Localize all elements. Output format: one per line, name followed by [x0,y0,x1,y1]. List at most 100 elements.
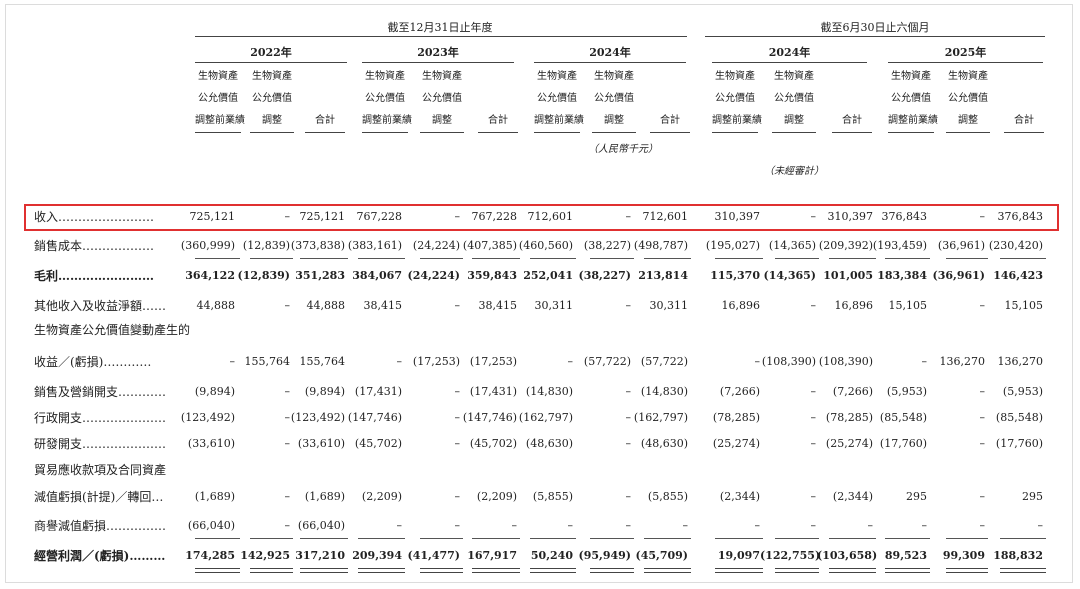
table-cell: – [454,385,461,398]
subtotal-rule [420,538,463,539]
table-cell: 89,523 [884,549,927,562]
table-cell: (460,560) [518,239,573,252]
table-cell: (66,040) [187,519,235,532]
table-cell: (5,855) [647,490,688,503]
year-2025-h1-rule [888,62,1043,63]
subtotal-rule [250,258,293,259]
table-cell: (17,760) [995,437,1043,450]
col-header-pre-adjustment: 生物資產 公允價值 調整前業績 [195,66,245,133]
table-cell: (209,392) [818,239,873,252]
table-cell: – [1037,519,1044,532]
table-cell: 15,105 [888,299,928,312]
row-label: 銷售及營銷開支………… [34,385,167,399]
table-cell: 38,415 [363,299,403,312]
col-header-total: 合計 [650,110,690,133]
table-cell: – [867,519,874,532]
subtotal-rule [775,538,819,539]
table-cell: – [625,490,632,503]
row-label: 經營利潤／(虧損)……… [34,549,166,563]
total-double-rule [829,568,876,573]
table-cell: – [979,437,986,450]
table-cell: (17,253) [412,355,460,368]
table-cell: (57,722) [583,355,631,368]
col-header-adjustment: 生物資產 公允價值 調整 [250,66,294,133]
table-cell: 142,925 [240,549,290,562]
year-2024: 2024年 [589,46,631,59]
year-2023-rule [362,62,514,63]
row-label: 其他收入及收益淨額…… [34,299,167,313]
subtotal-rule [829,538,876,539]
table-cell: (24,224) [412,239,460,252]
table-cell: (85,548) [995,411,1043,424]
row-label: 行政開支………………… [34,411,167,425]
table-cell: – [810,490,817,503]
table-cell: – [979,490,986,503]
subtotal-rule [250,538,293,539]
table-cell: (195,027) [705,239,760,252]
table-cell: 167,917 [467,549,517,562]
table-row: 收入…………………… 725,121–725,121 767,228–767,228… [0,207,1080,227]
table-cell: (41,477) [407,549,460,562]
row-label: 貿易應收款項及合同資產 [34,463,167,477]
table-row: 銷售成本……………… (360,999) (12,839) (373,838) (383… [0,236,1080,256]
table-cell: (45,702) [354,437,402,450]
total-double-rule [644,568,691,573]
period-fy-header: 截至12月31日止年度 [387,21,493,34]
subtotal-rule [590,538,634,539]
table-cell: – [625,210,632,223]
table-cell: (2,209) [361,490,402,503]
table-row: 收益／(虧損)………… –155,764 155,764– (17,253) (17,2… [0,352,1080,372]
period-fy-rule [195,36,687,37]
table-cell: (2,344) [719,490,760,503]
table-cell: (9,894) [304,385,345,398]
table-cell: (108,390) [761,355,816,368]
table-cell: 310,397 [714,210,761,223]
table-cell: (122,755) [760,549,821,562]
row-label: 生物資產公允價值變動產生的 [34,323,191,337]
table-cell: (24,224) [407,269,460,282]
table-cell: 44,888 [196,299,236,312]
table-cell: 101,005 [823,269,873,282]
table-cell: (45,702) [469,437,517,450]
year-2024-h1-rule [712,62,867,63]
table-cell: – [284,411,291,424]
table-cell: 38,415 [478,299,518,312]
table-cell: 310,397 [827,210,874,223]
table-cell: (33,610) [297,437,345,450]
table-cell: (123,492) [290,411,345,424]
row-label: 收益／(虧損)………… [34,355,152,369]
table-cell: (123,492) [180,411,235,424]
table-row: 銷售及營銷開支………… (9,894) – (9,894) (17,431) – (17,4… [0,382,1080,402]
table-cell: – [454,210,461,223]
table-cell: (95,949) [578,549,631,562]
table-cell: (36,961) [932,269,985,282]
table-cell: (38,227) [583,239,631,252]
subtotal-rule [195,538,240,539]
table-cell: 725,121 [189,210,236,223]
table-cell: (17,760) [879,437,927,450]
col-header-total: 合計 [1004,110,1044,133]
subtotal-rule [1000,258,1046,259]
table-cell: 767,228 [356,210,403,223]
total-double-rule [300,568,348,573]
table-cell: – [396,355,403,368]
col-header-pre-adjustment: 生物資產 公允價值 調整前業績 [534,66,584,133]
subtotal-rule [715,538,763,539]
table-cell: 364,122 [185,269,235,282]
table-cell: – [979,385,986,398]
table-cell: – [625,411,632,424]
table-cell: (17,431) [354,385,402,398]
table-cell: (360,999) [180,239,235,252]
table-cell: – [979,411,986,424]
table-cell: 16,896 [834,299,874,312]
table-cell: – [284,385,291,398]
table-cell: (12,839) [242,239,290,252]
col-header-adjustment: 生物資產 公允價值 調整 [592,66,636,133]
period-h1-rule [705,36,1045,37]
table-cell: 376,843 [997,210,1044,223]
table-cell: (14,830) [640,385,688,398]
table-cell: – [396,519,403,532]
table-cell: (25,274) [712,437,760,450]
table-cell: (57,722) [640,355,688,368]
table-cell: – [511,519,518,532]
